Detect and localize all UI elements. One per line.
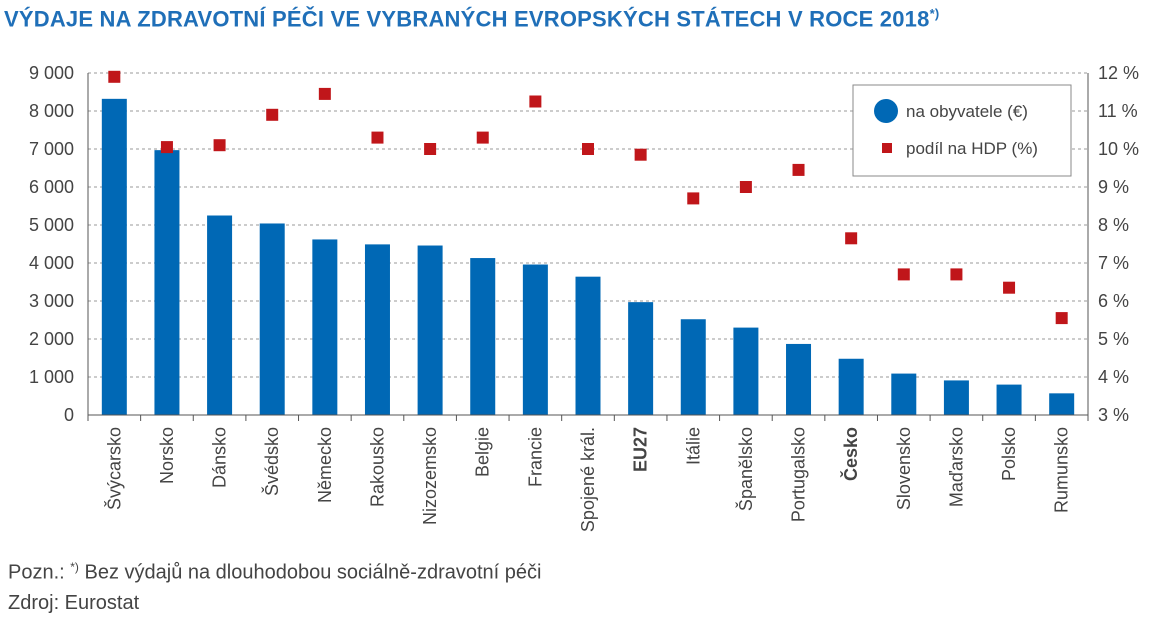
hdp-marker bbox=[529, 95, 542, 108]
y-left-tick-label: 1 000 bbox=[29, 367, 74, 387]
y-right-tick-label: 9 % bbox=[1098, 177, 1129, 197]
bar bbox=[364, 244, 390, 415]
hdp-marker bbox=[160, 141, 173, 154]
x-category-label: Norsko bbox=[157, 427, 177, 484]
y-right-tick-label: 5 % bbox=[1098, 329, 1129, 349]
x-category-label: Švýcarsko bbox=[103, 427, 124, 510]
legend-bar-label: na obyvatele (€) bbox=[906, 102, 1028, 121]
x-category-label: Španělsko bbox=[735, 427, 756, 511]
x-category-label: Slovensko bbox=[894, 427, 914, 510]
hdp-marker bbox=[634, 148, 647, 161]
footnote-prefix: Pozn.: bbox=[8, 561, 71, 584]
bar bbox=[838, 358, 864, 415]
hdp-marker bbox=[108, 70, 121, 83]
legend-box bbox=[852, 84, 1072, 177]
chart-title-text: VÝDAJE NA ZDRAVOTNÍ PÉČI VE VYBRANÝCH EV… bbox=[4, 6, 930, 32]
bar bbox=[575, 276, 601, 415]
source-note: Zdroj: Eurostat bbox=[8, 592, 140, 614]
bar bbox=[1049, 393, 1075, 415]
bar bbox=[891, 373, 917, 415]
y-right-tick-label: 4 % bbox=[1098, 367, 1129, 387]
hdp-marker bbox=[582, 143, 594, 155]
bars bbox=[101, 98, 1075, 415]
y-left-tick-label: 3 000 bbox=[29, 291, 74, 311]
footnote-mark: *) bbox=[70, 560, 79, 574]
y-axis-right-labels: 3 % 4 % 5 % 6 % 7 % 8 % 9 % 10 % 11 % 12 % bbox=[1098, 63, 1139, 425]
x-category-label: Švédsko bbox=[261, 427, 282, 496]
legend-marker-swatch bbox=[882, 143, 892, 153]
y-left-tick-label: 5 000 bbox=[29, 215, 74, 235]
hdp-marker bbox=[897, 268, 910, 281]
bar bbox=[312, 239, 338, 415]
hdp-marker bbox=[1055, 312, 1068, 325]
y-axis-left-labels: 0 1 000 2 000 3 000 4 000 5 000 6 000 7 000 8 00… bbox=[29, 63, 74, 425]
x-category-label: Polsko bbox=[999, 427, 1019, 481]
legend-bar-swatch bbox=[874, 99, 898, 123]
hdp-marker bbox=[1003, 281, 1016, 294]
y-left-tick-label: 9 000 bbox=[29, 63, 74, 83]
footnote-text: Bez výdajů na dlouhodobou sociálně-zdrav… bbox=[78, 561, 542, 584]
bar bbox=[522, 264, 548, 415]
legend: na obyvatele (€) podíl na HDP (%) bbox=[852, 84, 1072, 177]
bar bbox=[680, 319, 706, 415]
y-left-tick-label: 8 000 bbox=[29, 101, 74, 121]
y-right-tick-label: 12 % bbox=[1098, 63, 1139, 83]
x-category-label: Rakousko bbox=[367, 427, 387, 507]
hdp-marker bbox=[476, 131, 489, 144]
hdp-marker bbox=[213, 139, 226, 152]
bar bbox=[996, 384, 1022, 415]
bar bbox=[101, 98, 127, 415]
y-left-tick-label: 0 bbox=[64, 405, 74, 425]
x-category-label: Itálie bbox=[683, 427, 703, 465]
hdp-marker bbox=[845, 232, 858, 245]
y-right-tick-label: 3 % bbox=[1098, 405, 1129, 425]
hdp-marker bbox=[266, 108, 279, 121]
legend-marker-label: podíl na HDP (%) bbox=[906, 139, 1038, 158]
footnote: Pozn.: *) Bez výdajů na dlouhodobou soci… bbox=[8, 560, 541, 585]
y-left-tick-label: 4 000 bbox=[29, 253, 74, 273]
x-category-label: Portugalsko bbox=[789, 427, 809, 522]
chart-title-footnote-mark: *) bbox=[929, 6, 940, 21]
hdp-marker bbox=[950, 268, 963, 281]
x-category-label: Francie bbox=[525, 427, 545, 487]
y-left-tick-label: 6 000 bbox=[29, 177, 74, 197]
y-right-tick-label: 8 % bbox=[1098, 215, 1129, 235]
x-category-label: Nizozemsko bbox=[420, 427, 440, 525]
axes bbox=[87, 73, 1089, 421]
y-right-tick-label: 6 % bbox=[1098, 291, 1129, 311]
hdp-marker bbox=[739, 181, 752, 193]
x-category-label: Německo bbox=[315, 427, 335, 503]
y-right-tick-label: 7 % bbox=[1098, 253, 1129, 273]
bar bbox=[259, 223, 285, 415]
x-category-label: Maďarsko bbox=[946, 427, 966, 507]
bar bbox=[733, 327, 759, 415]
x-category-label: Spojené král. bbox=[578, 427, 598, 532]
hdp-marker bbox=[424, 143, 437, 155]
x-category-label: Česko bbox=[840, 427, 861, 481]
bar bbox=[628, 302, 654, 415]
x-category-label: Dánsko bbox=[210, 427, 230, 488]
bar bbox=[943, 380, 969, 415]
markers bbox=[108, 70, 1068, 325]
hdp-marker bbox=[687, 192, 700, 205]
x-category-label: Belgie bbox=[473, 427, 493, 477]
hdp-marker bbox=[371, 131, 384, 144]
x-axis-labels: Švýcarsko Norsko Dánsko Švédsko Německo Rakou… bbox=[103, 427, 1071, 532]
y-left-tick-label: 2 000 bbox=[29, 329, 74, 349]
x-category-label: Rumunsko bbox=[1052, 427, 1072, 513]
y-right-tick-label: 10 % bbox=[1098, 139, 1139, 159]
y-right-tick-label: 11 % bbox=[1098, 101, 1138, 121]
bar bbox=[154, 150, 180, 415]
bar bbox=[207, 215, 233, 415]
x-category-label: EU27 bbox=[631, 427, 651, 472]
hdp-marker bbox=[318, 87, 331, 100]
hdp-marker bbox=[792, 163, 805, 176]
y-left-tick-label: 7 000 bbox=[29, 139, 74, 159]
chart-title: VÝDAJE NA ZDRAVOTNÍ PÉČI VE VYBRANÝCH EV… bbox=[4, 6, 939, 32]
bar bbox=[786, 343, 812, 415]
bar bbox=[417, 245, 443, 415]
bar bbox=[470, 258, 496, 415]
